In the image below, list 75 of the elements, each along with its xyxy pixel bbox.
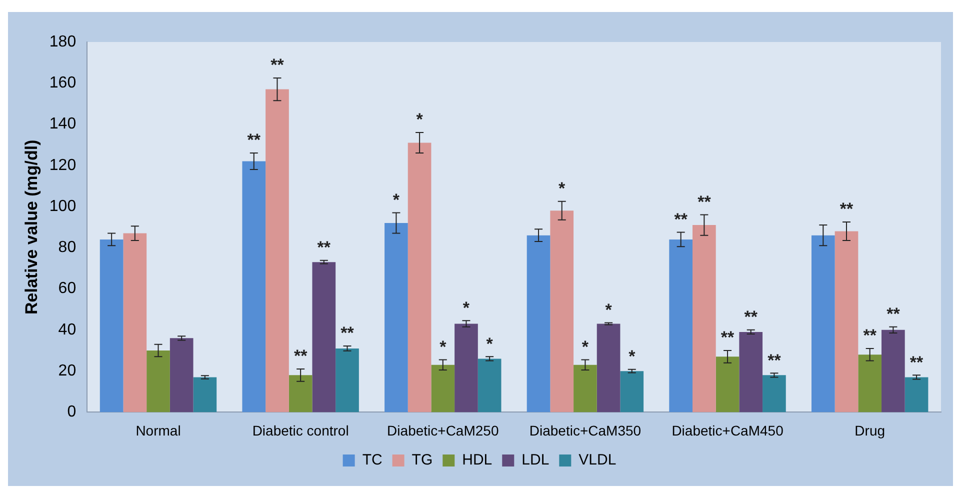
bar xyxy=(550,210,574,412)
y-tick-label: 180 xyxy=(49,33,76,50)
legend-label: TG xyxy=(412,452,433,469)
x-tick-label: Diabetic+CaM350 xyxy=(529,422,642,438)
data-label: ** xyxy=(886,304,900,324)
bar xyxy=(574,364,597,412)
y-tick-label: 0 xyxy=(67,404,76,421)
bar xyxy=(384,222,408,412)
y-tick-label: 120 xyxy=(49,156,76,174)
bar xyxy=(336,348,359,412)
bar xyxy=(904,377,928,412)
bar xyxy=(146,350,170,412)
y-tick-label: 160 xyxy=(49,74,76,92)
data-label: * xyxy=(416,110,424,130)
data-label: * xyxy=(462,298,470,318)
bar xyxy=(596,324,620,412)
data-label: ** xyxy=(863,326,877,346)
bar xyxy=(478,358,502,412)
data-label: * xyxy=(486,334,494,354)
y-tick-label: 40 xyxy=(58,321,76,338)
bar xyxy=(288,375,312,412)
bar xyxy=(100,239,124,412)
legend-label: HDL xyxy=(462,452,492,469)
data-label: * xyxy=(628,347,636,366)
data-label: ** xyxy=(247,130,261,150)
bar xyxy=(266,89,289,412)
bar xyxy=(620,371,644,412)
data-label: ** xyxy=(270,56,284,75)
x-tick-label: Drug xyxy=(854,422,886,438)
y-tick-label: 60 xyxy=(58,280,76,298)
y-tick-label: 140 xyxy=(49,116,76,133)
bar xyxy=(669,239,693,412)
x-tick-label: Diabetic control xyxy=(252,422,349,438)
bar xyxy=(526,235,550,412)
bar xyxy=(762,375,786,412)
bar xyxy=(408,142,432,412)
data-label: ** xyxy=(768,350,782,370)
bar xyxy=(454,324,478,412)
bar xyxy=(692,225,716,412)
data-label: ** xyxy=(674,210,688,229)
data-label: ** xyxy=(840,200,854,219)
bar xyxy=(811,235,835,412)
bar xyxy=(882,330,905,412)
data-label: ** xyxy=(340,324,354,343)
data-label: * xyxy=(558,179,566,198)
legend-label: VLDL xyxy=(578,452,616,469)
data-label: ** xyxy=(294,346,308,366)
legend-label: TC xyxy=(362,452,382,469)
bar xyxy=(431,364,455,412)
x-tick-label: Diabetic+CaM250 xyxy=(387,422,499,438)
y-tick-label: 100 xyxy=(49,198,76,215)
y-axis-title: Relative value (mg/dl) xyxy=(22,140,41,314)
bar xyxy=(716,356,740,412)
y-tick-label: 20 xyxy=(58,362,76,380)
data-label: ** xyxy=(910,352,924,372)
bar xyxy=(123,233,147,412)
data-label: ** xyxy=(720,328,735,348)
bar xyxy=(193,377,217,412)
y-tick-label: 80 xyxy=(58,239,76,256)
bar xyxy=(170,338,194,412)
data-label: * xyxy=(605,300,612,320)
data-label: ** xyxy=(698,192,712,212)
data-label: * xyxy=(440,337,447,356)
legend-label: LDL xyxy=(522,452,550,469)
data-label: ** xyxy=(317,238,331,258)
bar xyxy=(312,262,336,412)
bar xyxy=(739,332,763,412)
x-tick-label: Normal xyxy=(136,422,181,438)
bar xyxy=(834,231,858,412)
bar xyxy=(858,354,882,412)
data-label: * xyxy=(392,190,400,210)
data-label: ** xyxy=(744,308,758,327)
data-label: * xyxy=(582,337,589,356)
x-tick-label: Diabetic+CaM450 xyxy=(672,422,784,438)
bar xyxy=(242,161,266,412)
